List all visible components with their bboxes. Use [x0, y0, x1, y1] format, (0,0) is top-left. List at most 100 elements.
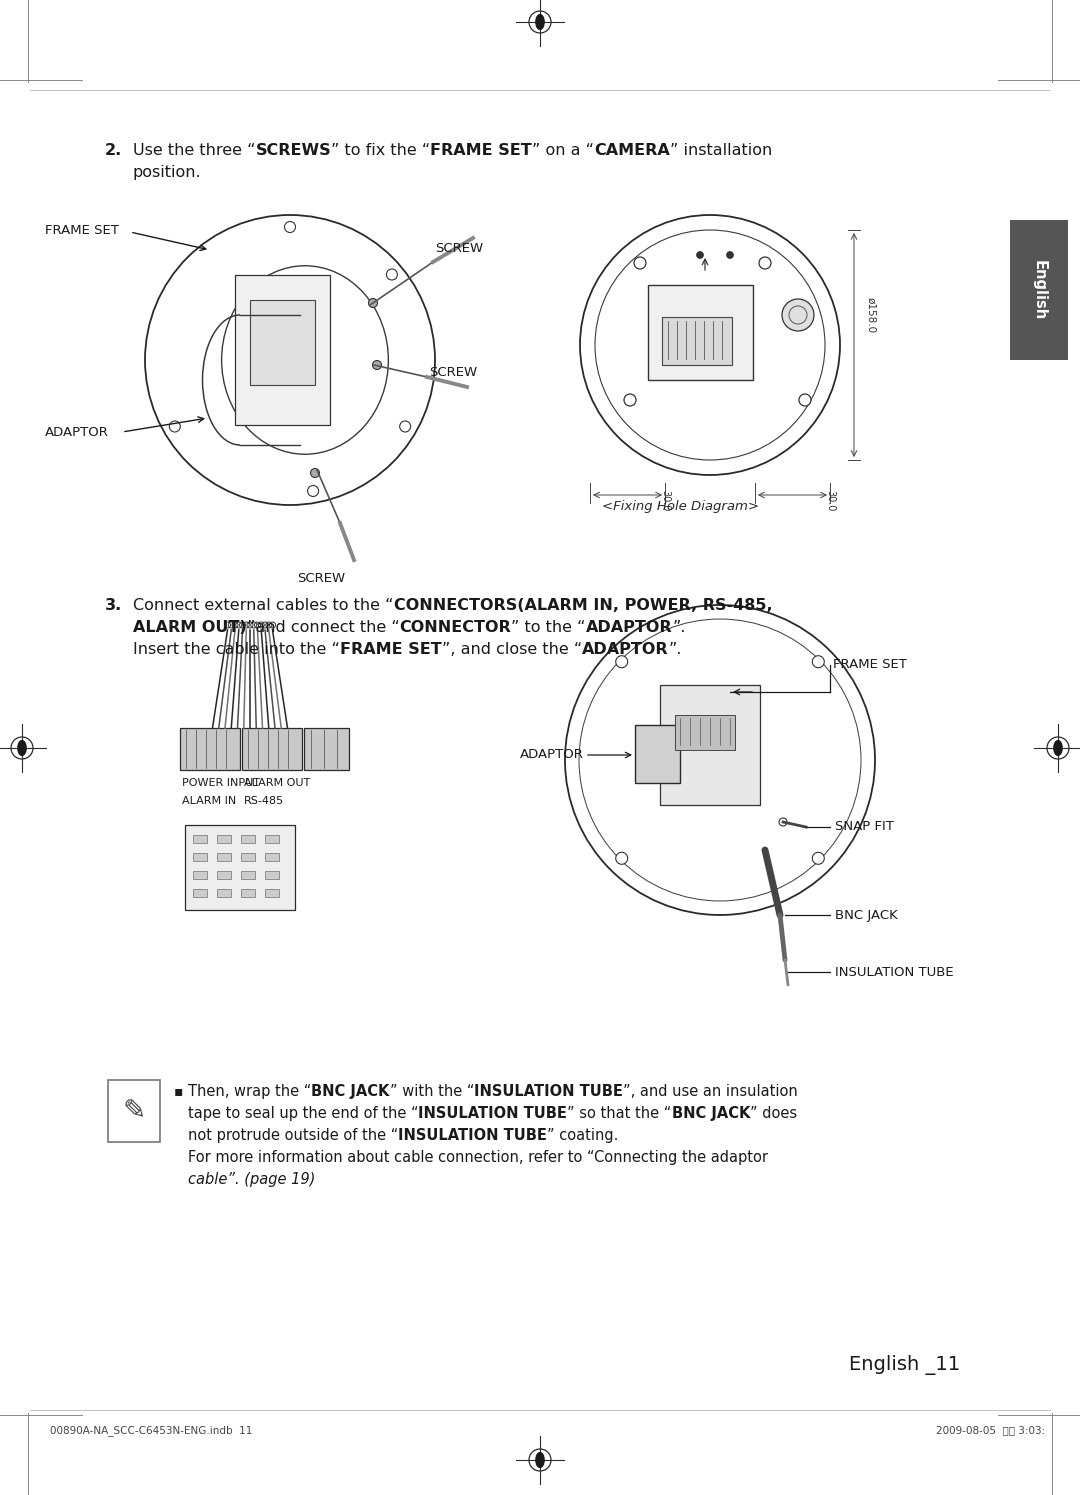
Circle shape: [799, 395, 811, 407]
Text: 30.0: 30.0: [825, 490, 835, 511]
Text: cable”. (page 19): cable”. (page 19): [188, 1172, 315, 1187]
Bar: [193, 854, 207, 861]
Bar: [662, 317, 732, 365]
Circle shape: [782, 299, 814, 330]
Circle shape: [311, 468, 320, 477]
Bar: [180, 728, 240, 770]
Text: position.: position.: [133, 164, 202, 179]
Text: INSULATION TUBE: INSULATION TUBE: [399, 1129, 548, 1144]
Text: CONNECTOR: CONNECTOR: [400, 620, 511, 635]
Text: tape to seal up the end of the “: tape to seal up the end of the “: [188, 1106, 419, 1121]
Text: ADAPTOR: ADAPTOR: [582, 641, 669, 656]
Text: RS-485: RS-485: [244, 795, 284, 806]
Bar: [217, 890, 231, 897]
Text: ADAPTOR: ADAPTOR: [45, 426, 109, 438]
Text: English _11: English _11: [849, 1354, 960, 1375]
Text: FRAME SET: FRAME SET: [45, 223, 119, 236]
Circle shape: [779, 818, 787, 827]
Bar: [217, 836, 231, 843]
Ellipse shape: [536, 1453, 544, 1468]
Circle shape: [373, 360, 381, 369]
Bar: [193, 872, 207, 879]
Text: ” to the “: ” to the “: [511, 620, 585, 635]
Bar: [193, 890, 207, 897]
Text: INSULATION TUBE: INSULATION TUBE: [474, 1084, 623, 1099]
Circle shape: [616, 656, 627, 668]
Circle shape: [634, 257, 646, 269]
Bar: [241, 836, 255, 843]
Text: POWER INPUT: POWER INPUT: [183, 777, 260, 788]
Bar: [241, 872, 255, 879]
Text: FRAME SET: FRAME SET: [833, 658, 907, 671]
Text: ALARM OUT): ALARM OUT): [133, 620, 246, 635]
Ellipse shape: [536, 15, 544, 30]
Text: Then, wrap the “: Then, wrap the “: [188, 1084, 311, 1099]
Text: ALARM IN: ALARM IN: [183, 795, 237, 806]
Circle shape: [616, 852, 627, 864]
Text: ” on a “: ” on a “: [532, 144, 594, 158]
Text: ▪: ▪: [174, 1084, 184, 1097]
Bar: [249, 300, 315, 386]
Text: ”, and use an insulation: ”, and use an insulation: [623, 1084, 798, 1099]
Bar: [303, 728, 349, 770]
Bar: [265, 890, 279, 897]
Text: <Fixing Hole Diagram>: <Fixing Hole Diagram>: [602, 499, 758, 513]
Bar: [242, 728, 302, 770]
Text: 30.0: 30.0: [660, 490, 670, 511]
Bar: [265, 872, 279, 879]
Text: ø158.0: ø158.0: [866, 298, 876, 333]
Bar: [635, 725, 680, 783]
Circle shape: [624, 395, 636, 407]
Circle shape: [308, 486, 319, 496]
Text: Use the three “: Use the three “: [133, 144, 256, 158]
Bar: [1010, 220, 1068, 360]
Bar: [217, 854, 231, 861]
Text: English: English: [1031, 260, 1047, 320]
Text: ” so that the “: ” so that the “: [567, 1106, 672, 1121]
Text: SNAP FIT: SNAP FIT: [835, 821, 894, 834]
Circle shape: [812, 656, 824, 668]
Text: SCREW: SCREW: [297, 571, 346, 585]
Bar: [185, 825, 295, 910]
Text: FRAME SET: FRAME SET: [340, 641, 442, 656]
Circle shape: [387, 269, 397, 280]
Text: ” installation: ” installation: [670, 144, 772, 158]
Bar: [193, 836, 207, 843]
Bar: [108, 1079, 160, 1142]
Text: SCREW: SCREW: [435, 242, 483, 254]
Text: ✎: ✎: [122, 1097, 146, 1126]
Circle shape: [284, 221, 296, 233]
Text: ALARM OUT: ALARM OUT: [244, 777, 310, 788]
Text: ” with the “: ” with the “: [390, 1084, 474, 1099]
Text: not protrude outside of the “: not protrude outside of the “: [188, 1129, 399, 1144]
Text: SCREW: SCREW: [429, 366, 477, 380]
Text: ”, and close the “: ”, and close the “: [442, 641, 582, 656]
Text: ” coating.: ” coating.: [548, 1129, 619, 1144]
Bar: [675, 715, 735, 750]
Text: 3.: 3.: [105, 598, 122, 613]
Text: INSULATION TUBE: INSULATION TUBE: [419, 1106, 567, 1121]
Text: 2009-08-05  오후 3:03:: 2009-08-05 오후 3:03:: [935, 1425, 1045, 1435]
Text: 00890A-NA_SCC-C6453N-ENG.indb  11: 00890A-NA_SCC-C6453N-ENG.indb 11: [50, 1425, 253, 1435]
Ellipse shape: [1054, 740, 1062, 755]
Text: Connect external cables to the “: Connect external cables to the “: [133, 598, 393, 613]
Circle shape: [170, 422, 180, 432]
Text: FRAME SET: FRAME SET: [430, 144, 532, 158]
Bar: [241, 890, 255, 897]
Text: ”.: ”.: [672, 620, 686, 635]
Circle shape: [697, 251, 703, 259]
Bar: [235, 275, 330, 425]
Text: INSULATION TUBE: INSULATION TUBE: [835, 966, 954, 979]
Text: Insert the cable into the “: Insert the cable into the “: [133, 641, 340, 656]
Text: BNC JACK: BNC JACK: [835, 909, 897, 921]
Circle shape: [812, 852, 824, 864]
Text: BNC JACK: BNC JACK: [672, 1106, 750, 1121]
Bar: [217, 872, 231, 879]
Text: CONNECTORS(ALARM IN, POWER, RS-485,: CONNECTORS(ALARM IN, POWER, RS-485,: [393, 598, 772, 613]
Bar: [660, 685, 760, 804]
Circle shape: [727, 251, 733, 259]
Text: CAMERA: CAMERA: [594, 144, 670, 158]
Bar: [265, 836, 279, 843]
Text: ”and connect the “: ”and connect the “: [246, 620, 400, 635]
Circle shape: [368, 299, 378, 308]
